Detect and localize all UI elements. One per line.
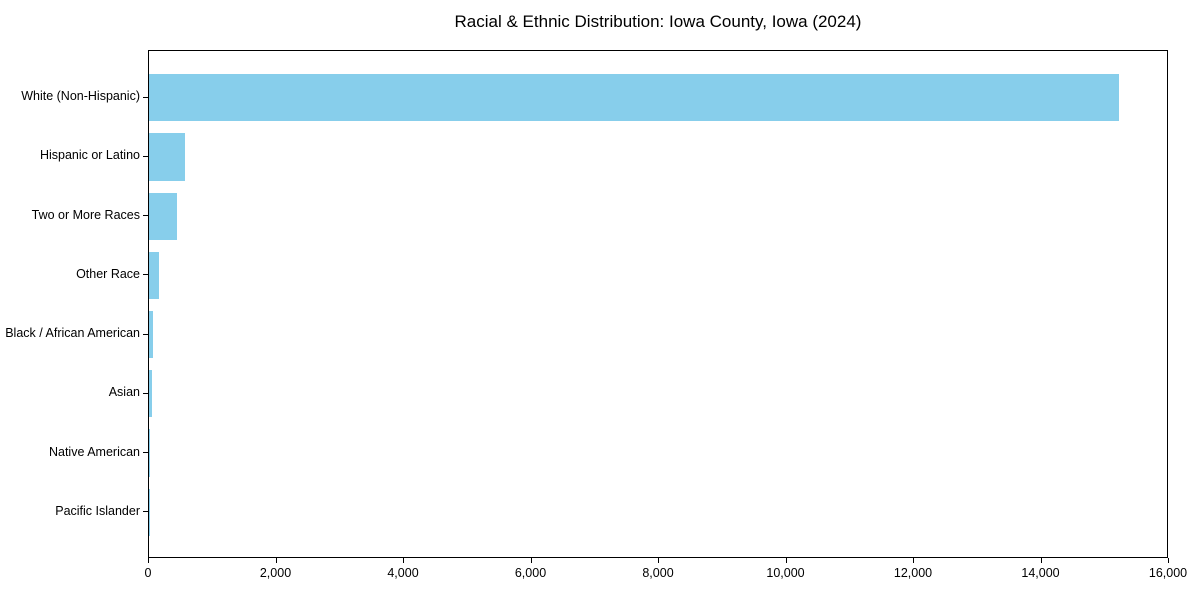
x-tick-mark [276, 558, 277, 563]
y-tick-label: Native American [48, 444, 140, 459]
y-tick-label: White (Non-Hispanic) [21, 89, 140, 104]
bar-hispanic-or-latino [149, 133, 185, 181]
y-tick-label: Asian [108, 385, 140, 400]
x-tick-mark [148, 558, 149, 563]
y-tick-mark [143, 452, 148, 453]
x-tick-mark [658, 558, 659, 563]
y-tick-label: Black / African American [5, 326, 140, 341]
y-tick-label: Hispanic or Latino [39, 148, 140, 163]
x-tick-label: 12,000 [893, 566, 933, 580]
x-tick-label: 2,000 [259, 566, 292, 580]
y-tick-mark [143, 393, 148, 394]
y-tick-label: Pacific Islander [55, 503, 140, 518]
x-tick-mark [786, 558, 787, 563]
chart-title: Racial & Ethnic Distribution: Iowa Count… [454, 12, 862, 31]
x-tick-label: 14,000 [1021, 566, 1060, 580]
x-tick-mark [1168, 558, 1169, 563]
x-tick-label: 10,000 [766, 566, 805, 580]
x-tick-label: 8,000 [642, 566, 674, 580]
y-tick-mark [143, 274, 148, 275]
bar-two-or-more-races [149, 192, 178, 240]
bar-native-american [149, 429, 150, 477]
bar-asian [149, 370, 152, 418]
plot-area [148, 50, 1168, 558]
x-tick-mark [403, 558, 404, 563]
bar-black-african-american [149, 310, 153, 359]
y-tick-label: Two or More Races [31, 207, 140, 222]
x-tick-mark [1041, 558, 1042, 563]
y-tick-mark [143, 156, 148, 157]
x-tick-mark [531, 558, 532, 563]
bar-other-race [149, 251, 160, 300]
y-tick-mark [143, 511, 148, 512]
y-tick-label: Other Race [76, 266, 140, 281]
x-tick-label: 4,000 [387, 566, 419, 580]
y-tick-mark [143, 334, 148, 335]
x-tick-label: 0 [144, 566, 152, 580]
x-tick-label: 16,000 [1148, 566, 1188, 580]
x-tick-label: 6,000 [514, 566, 547, 580]
x-tick-mark [913, 558, 914, 563]
bar-white-non-hispanic [149, 74, 1120, 122]
y-tick-mark [143, 215, 148, 216]
y-tick-mark [143, 97, 148, 98]
